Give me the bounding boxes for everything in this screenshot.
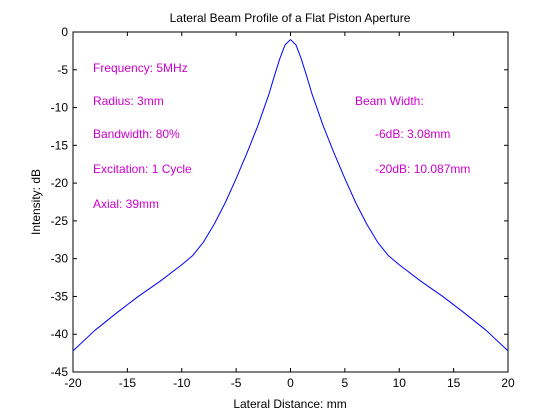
annotation-radius: Radius: 3mm bbox=[93, 94, 164, 108]
x-tick-label: 20 bbox=[501, 376, 515, 390]
annotation-bandwidth: Bandwidth: 80% bbox=[93, 127, 180, 141]
y-tick-label: -5 bbox=[57, 63, 68, 77]
x-tick-label: 5 bbox=[342, 376, 349, 390]
x-tick-label: -10 bbox=[173, 376, 191, 390]
y-tick-label: -25 bbox=[51, 214, 69, 228]
annotation-excitation: Excitation: 1 Cycle bbox=[93, 162, 192, 176]
y-tick-label: -20 bbox=[51, 176, 69, 190]
axis-tick-labels: -20 -15 -10 -5 0 5 10 15 20 0 -5 -10 -15 -20 -25 -30 -35… bbox=[51, 25, 515, 390]
annotation-minus6db: -6dB: 3.08mm bbox=[375, 127, 450, 141]
axis-ticks bbox=[72, 31, 509, 373]
annotation-minus20db: -20dB: 10.087mm bbox=[375, 162, 470, 176]
annotation-axial: Axial: 39mm bbox=[93, 197, 159, 211]
x-axis-label: Lateral Distance: mm bbox=[233, 397, 346, 411]
y-axis-label: Intensity: dB bbox=[29, 169, 43, 235]
y-tick-label: -30 bbox=[51, 252, 69, 266]
y-tick-label: -40 bbox=[51, 327, 69, 341]
x-tick-label: 0 bbox=[287, 376, 294, 390]
x-tick-label: -5 bbox=[231, 376, 242, 390]
y-tick-label: 0 bbox=[61, 25, 68, 39]
annotations: Frequency: 5MHz Radius: 3mm Bandwidth: 8… bbox=[93, 61, 470, 211]
y-tick-label: -35 bbox=[51, 289, 69, 303]
y-tick-label: -45 bbox=[51, 365, 69, 379]
x-tick-label: 10 bbox=[393, 376, 407, 390]
x-tick-label: 15 bbox=[447, 376, 461, 390]
annotation-frequency: Frequency: 5MHz bbox=[93, 61, 188, 75]
y-tick-label: -15 bbox=[51, 138, 69, 152]
x-tick-label: -15 bbox=[119, 376, 137, 390]
plot-area bbox=[72, 31, 509, 373]
y-tick-label: -10 bbox=[51, 101, 69, 115]
beam-profile-line bbox=[72, 39, 509, 352]
x-tick-label: -20 bbox=[64, 376, 82, 390]
annotation-beam-width: Beam Width: bbox=[355, 94, 424, 108]
data-series bbox=[72, 39, 509, 352]
chart-title: Lateral Beam Profile of a Flat Piston Ap… bbox=[170, 11, 411, 25]
